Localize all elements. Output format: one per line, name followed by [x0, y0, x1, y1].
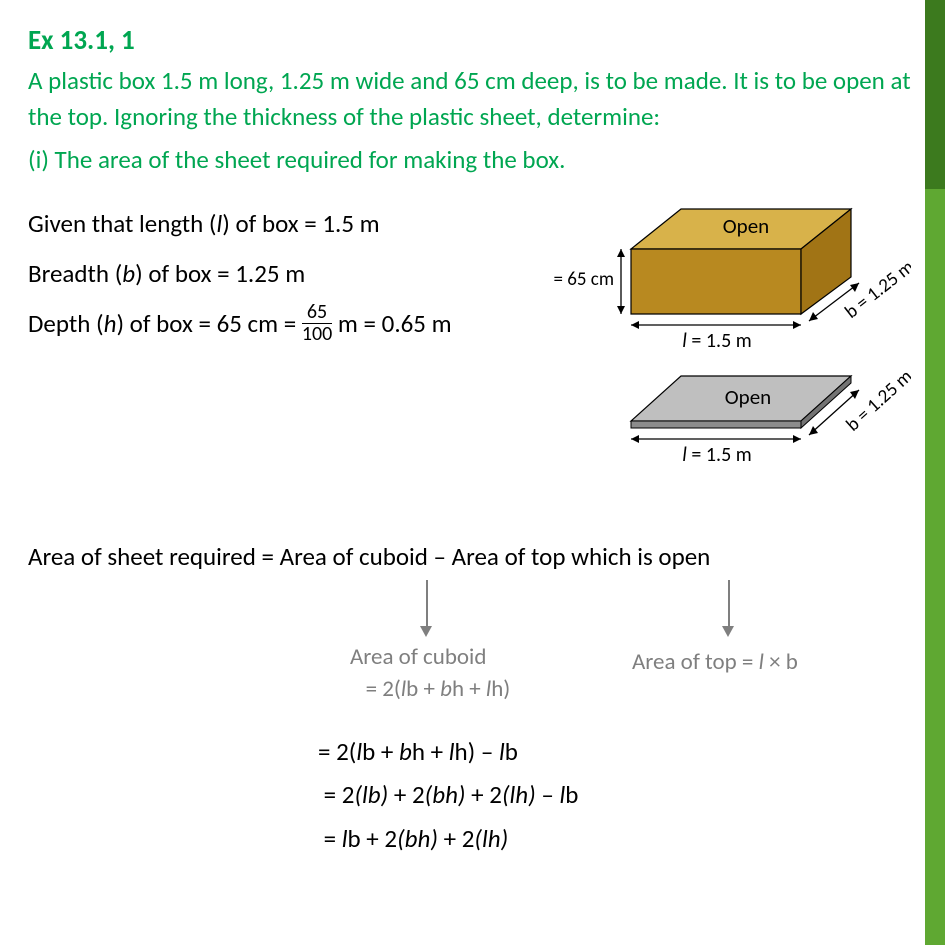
- question-part: (i) The area of the sheet required for m…: [28, 144, 911, 175]
- calculation-steps: = 2(lb + bh + lh) – lb = 2(lb) + 2(bh) +…: [318, 730, 911, 861]
- open-label: Open: [723, 213, 769, 239]
- given-section: Given that length (l) of box = 1.5 m Bre…: [28, 199, 911, 501]
- side-accent-bar: [925, 0, 945, 945]
- open-label-flat: Open: [725, 384, 771, 410]
- cuboid-diagram: Open h = 65 cm l = 1.5 m b = 1.25 m: [551, 199, 911, 369]
- flat-top-diagram: Open l = 1.5 m b = 1.25 m: [551, 366, 911, 496]
- h-label: h = 65 cm: [551, 268, 614, 291]
- given-depth: Depth (h) of box = 65 cm = 65100 m = 0.6…: [28, 299, 551, 349]
- diagrams: Open h = 65 cm l = 1.5 m b = 1.25 m: [551, 199, 911, 501]
- formula-arrows: Area of cuboid = 2(lb + bh + lh) Area of…: [28, 576, 911, 666]
- calc-line-1: = 2(lb + bh + lh) – lb: [318, 730, 911, 774]
- given-length: Given that length (l) of box = 1.5 m: [28, 199, 551, 249]
- l-label-flat: l = 1.5 m: [682, 443, 751, 467]
- given-breadth: Breadth (b) of box = 1.25 m: [28, 249, 551, 299]
- calc-line-3: = lb + 2(bh) + 2(lh): [318, 817, 911, 861]
- exercise-number: Ex 13.1, 1: [28, 24, 911, 57]
- question-text: A plastic box 1.5 m long, 1.25 m wide an…: [28, 63, 911, 136]
- watermark: teachoo.com: [812, 14, 909, 36]
- b-label-flat: b = 1.25 m: [842, 366, 911, 436]
- page-content: Ex 13.1, 1 A plastic box 1.5 m long, 1.2…: [0, 0, 945, 885]
- l-label: l = 1.5 m: [682, 329, 751, 353]
- area-formula: Area of sheet required = Area of cuboid …: [28, 541, 911, 572]
- calc-line-2: = 2(lb) + 2(bh) + 2(lh) – lb: [318, 773, 911, 817]
- given-values: Given that length (l) of box = 1.5 m Bre…: [28, 199, 551, 349]
- area-top-formula: Area of top = l × b: [632, 646, 798, 678]
- area-cuboid-formula: Area of cuboid = 2(lb + bh + lh): [350, 641, 510, 705]
